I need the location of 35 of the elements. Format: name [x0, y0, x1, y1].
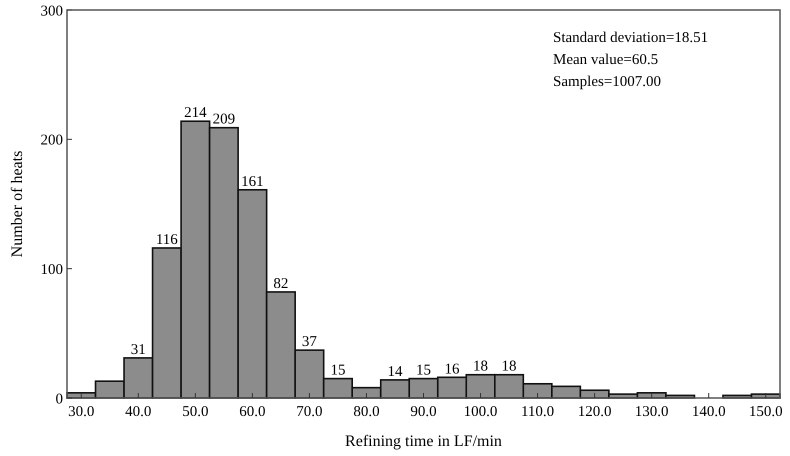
y-tick-label: 0 — [56, 391, 63, 408]
data-label: 214 — [184, 105, 208, 122]
x-tick-label: 100.0 — [464, 404, 498, 420]
data-label: 116 — [156, 232, 178, 248]
data-label: 15 — [416, 362, 431, 379]
annotation: Samples=1007.00 — [553, 74, 662, 90]
annotation: Mean value=60.5 — [553, 52, 658, 68]
x-tick-label: 60.0 — [239, 404, 266, 420]
y-tick-label: 300 — [40, 3, 63, 20]
x-tick-label: 50.0 — [182, 404, 208, 420]
data-label: 209 — [212, 112, 236, 128]
y-tick-label: 200 — [40, 132, 63, 149]
data-label: 18 — [502, 358, 517, 375]
data-label: 14 — [387, 364, 403, 380]
x-tick-label: 30.0 — [68, 404, 94, 420]
x-tick-label: 130.0 — [634, 404, 669, 420]
y-tick-label: 100 — [40, 262, 63, 278]
data-label: 16 — [444, 361, 460, 378]
x-tick-label: 90.0 — [410, 404, 437, 420]
x-axis-title: Refining time in LF/min — [345, 433, 502, 450]
data-label: 161 — [241, 174, 264, 190]
data-label: 15 — [330, 362, 346, 379]
y-axis-title: Number of heats — [9, 150, 26, 258]
x-tick-label: 120.0 — [578, 404, 612, 420]
x-tick-label: 70.0 — [296, 404, 323, 420]
data-label: 31 — [130, 342, 146, 358]
annotation: Standard deviation=18.51 — [553, 30, 708, 46]
x-tick-label: 40.0 — [125, 404, 152, 420]
x-tick-label: 110.0 — [520, 404, 554, 420]
x-tick-label: 140.0 — [692, 404, 726, 420]
x-tick-label: 150.0 — [748, 404, 783, 420]
data-label: 18 — [473, 358, 488, 375]
data-label: 37 — [302, 334, 318, 350]
x-tick-label: 80.0 — [353, 404, 380, 420]
data-label: 82 — [273, 276, 288, 292]
